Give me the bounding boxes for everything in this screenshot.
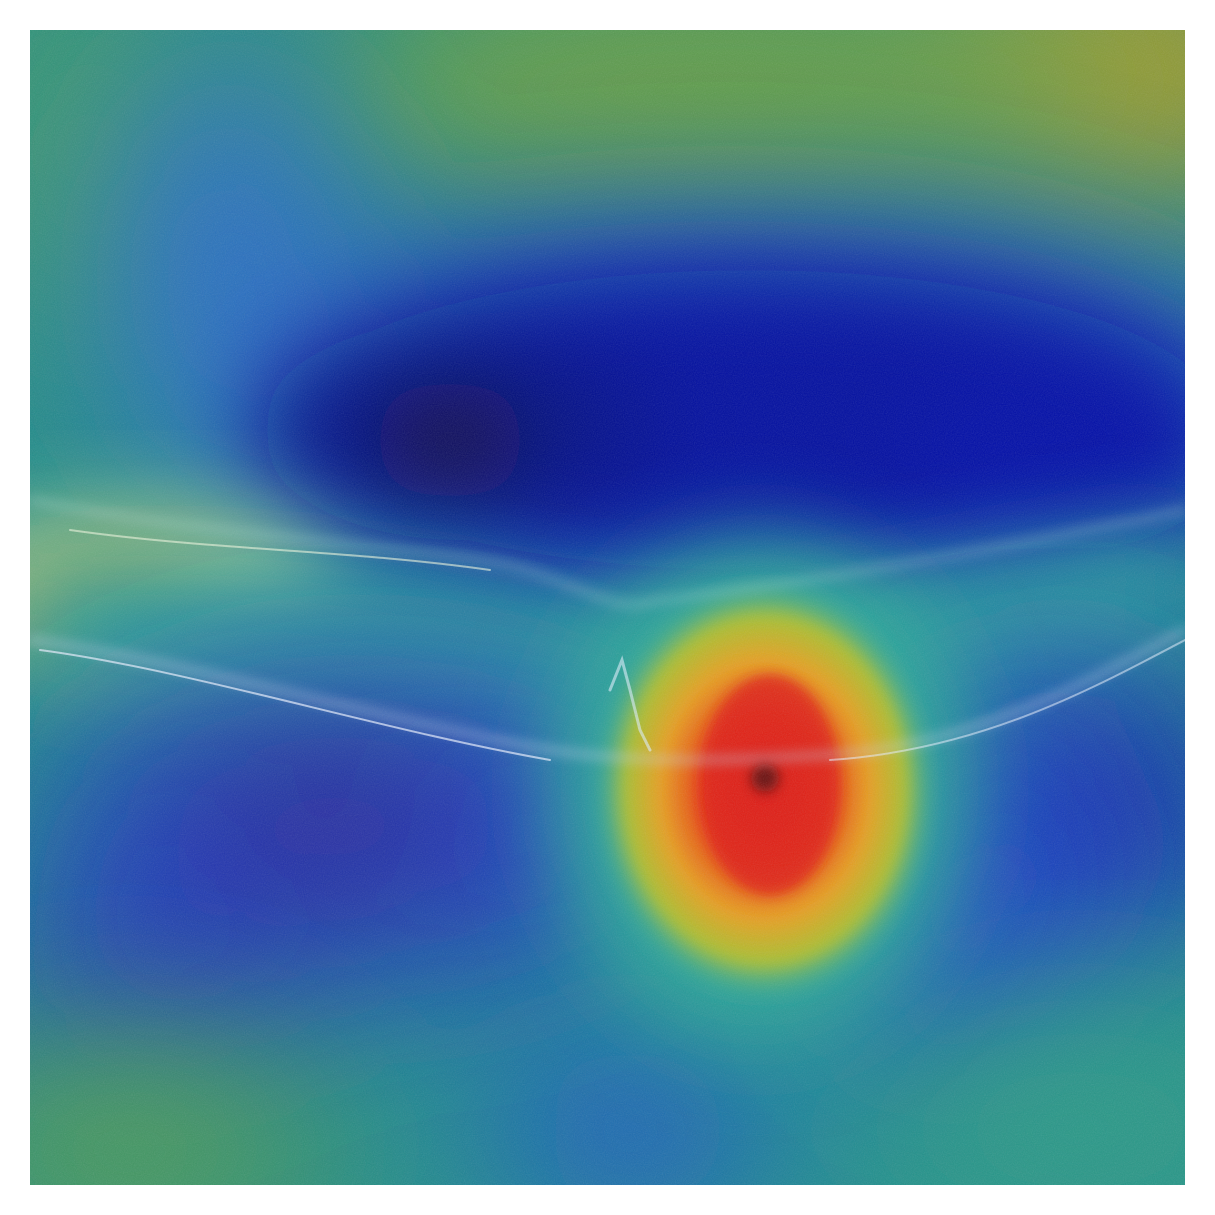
- heatmap-svg: [30, 30, 1185, 1185]
- noise-texture: [30, 30, 1185, 1185]
- heatmap-overlay-image: [30, 30, 1185, 1185]
